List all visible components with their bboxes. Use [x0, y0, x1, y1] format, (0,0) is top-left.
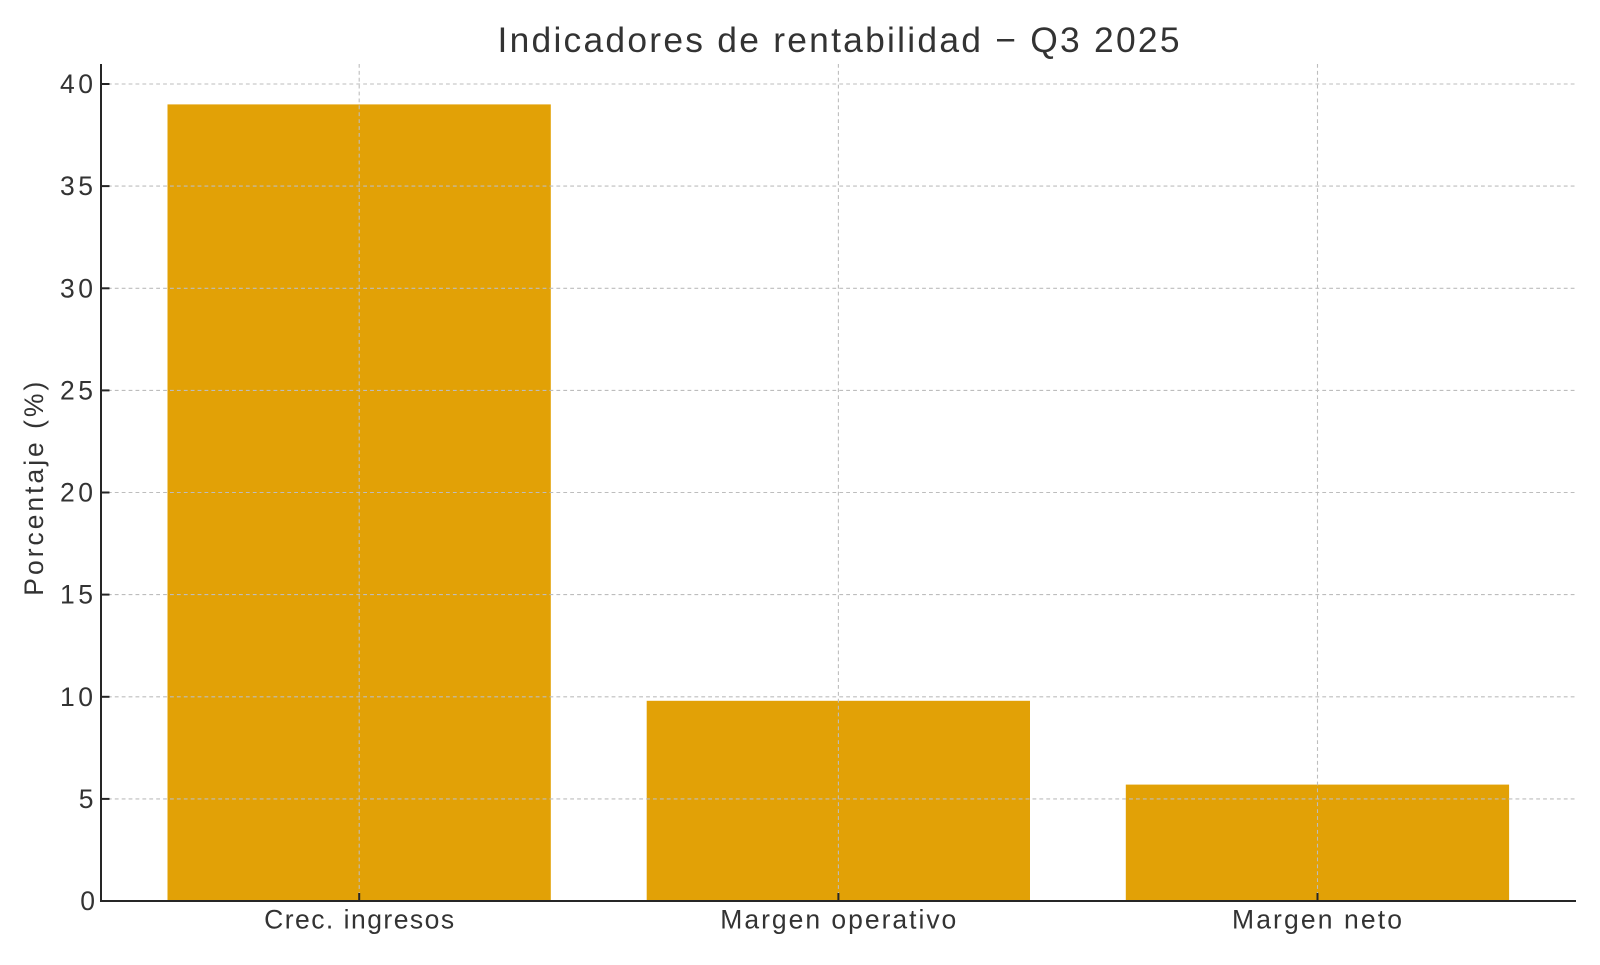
svg-text:Indicadores de rentabilidad −: Indicadores de rentabilidad − Q3 2025	[498, 20, 1180, 60]
svg-text:0: 0	[80, 886, 95, 916]
svg-text:Porcentaje (%): Porcentaje (%)	[19, 382, 49, 596]
svg-text:Crec. ingresos: Crec. ingresos	[264, 905, 454, 935]
svg-text:Margen neto: Margen neto	[1232, 905, 1402, 935]
svg-text:Margen operativo: Margen operativo	[720, 905, 956, 935]
svg-text:5: 5	[79, 784, 94, 814]
